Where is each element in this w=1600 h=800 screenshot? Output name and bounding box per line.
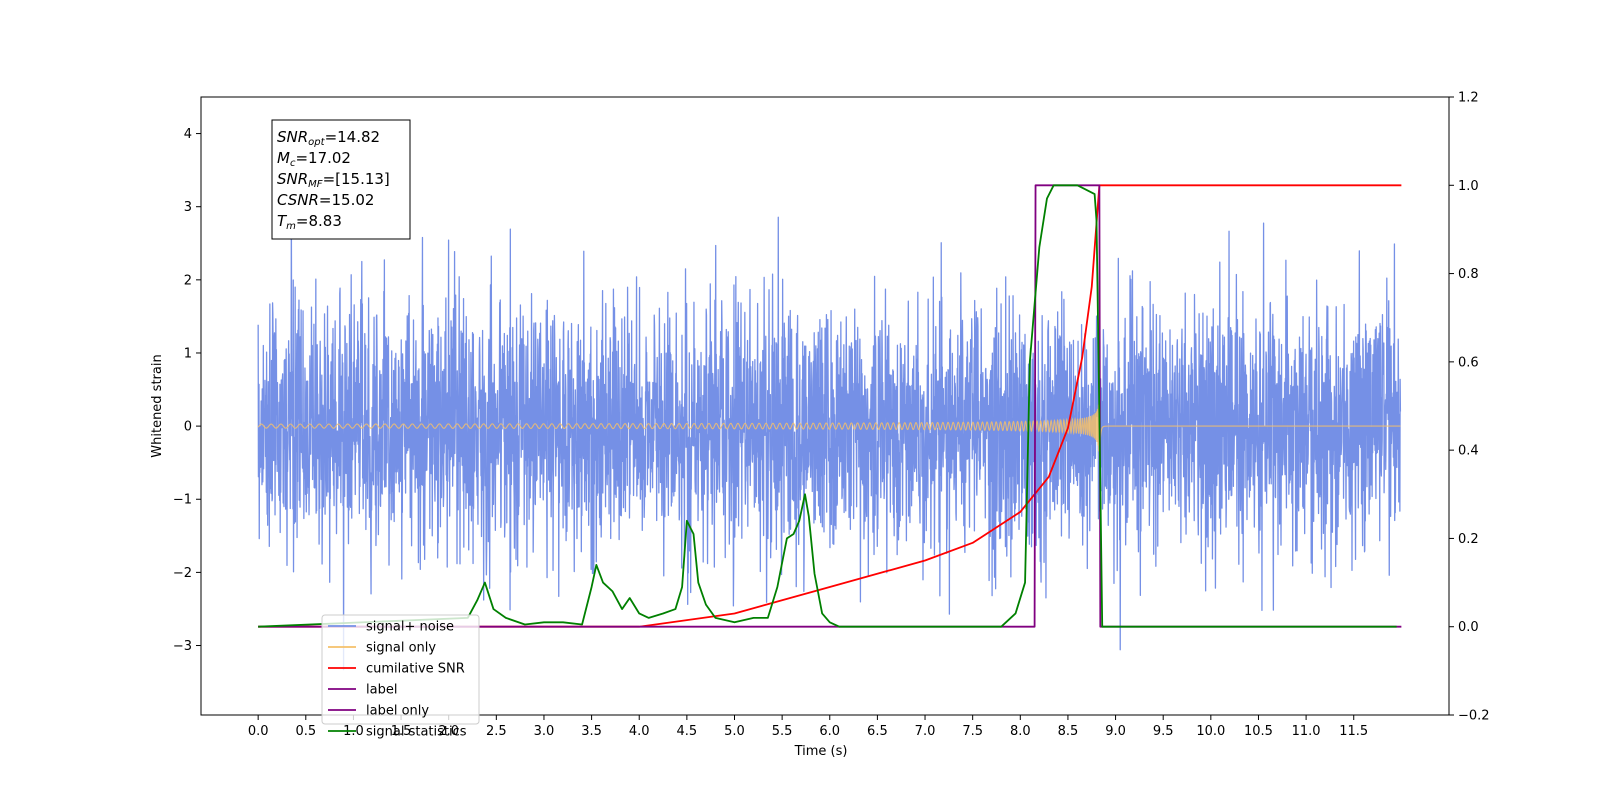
plot-frame (200, 96, 1450, 716)
x-tick-label: 3.5 (581, 724, 602, 739)
y-tick-label: −1 (173, 493, 192, 508)
annotation-box: SNRopt=14.82Mc=17.02SNRMF=[15.13]CSNR=15… (271, 119, 411, 240)
y-tick-label: 3 (184, 200, 192, 215)
x-tick-label: 7.5 (962, 724, 983, 739)
x-tick-label: 10.0 (1196, 724, 1225, 739)
legend-label: signal statistics (366, 725, 467, 740)
x-tick-label: 5.0 (724, 724, 745, 739)
x-tick-label: 9.0 (1105, 724, 1126, 739)
x-tick-label: 11.0 (1292, 724, 1321, 739)
x-tick-label: 2.5 (486, 724, 507, 739)
legend: signal+ noise signal only cumilative SNR la… (321, 614, 480, 740)
legend-label: label (366, 683, 397, 698)
y-axis-label: Whitened strain (150, 354, 165, 457)
annotation-line: SNRMF=[15.13] (277, 170, 390, 190)
legend-label: cumilative SNR (366, 662, 465, 677)
y2-tick-label: 0.6 (1458, 355, 1479, 370)
y2-tick-label: −0.2 (1458, 709, 1490, 724)
y-tick-label: 4 (184, 127, 192, 142)
x-tick-label: 6.5 (867, 724, 888, 739)
x-tick-label: 4.0 (629, 724, 650, 739)
x-tick-label: 0.0 (248, 724, 269, 739)
y2-tick-label: 0.8 (1458, 267, 1479, 282)
x-tick-label: 7.0 (915, 724, 936, 739)
y-axis-left: 4 3 2 1 0 −1 −2 −3 (173, 127, 201, 654)
y-axis-right: 1.2 1.0 0.8 0.6 0.4 0.2 0.0 −0.2 (1449, 91, 1490, 724)
y-tick-label: 0 (184, 420, 192, 435)
y2-tick-label: 0.2 (1458, 532, 1479, 547)
y2-tick-label: 1.0 (1458, 179, 1479, 194)
series-signal-noise-line (257, 205, 1402, 671)
x-tick-label: 6.0 (819, 724, 840, 739)
x-tick-label: 8.5 (1058, 724, 1079, 739)
annotation-line: SNRopt=14.82 (277, 128, 380, 148)
legend-label: signal only (366, 641, 436, 656)
y2-tick-label: 0.0 (1458, 620, 1479, 635)
annotation-frame (271, 119, 411, 240)
series-signal-statistics-line (258, 184, 1397, 628)
y-tick-label: −2 (173, 566, 192, 581)
annotation-line: CSNR=15.02 (277, 191, 374, 209)
x-tick-label: 8.0 (1010, 724, 1031, 739)
x-axis: 0.0 0.5 1.0 1.5 2.0 2.5 3.0 3.5 4.0 4.5 5.0 5.5 6.0 6… (248, 715, 1368, 739)
y-tick-label: −3 (173, 639, 192, 654)
legend-label: signal+ noise (366, 620, 454, 635)
series-signal-only-line (257, 394, 1401, 462)
legend-frame (321, 614, 480, 725)
x-tick-label: 4.5 (677, 724, 698, 739)
series-cumilative-snr-line (258, 184, 1402, 628)
x-tick-label: 0.5 (295, 724, 316, 739)
x-tick-label: 10.5 (1244, 724, 1273, 739)
legend-label: label only (366, 704, 429, 719)
y2-tick-label: 0.4 (1458, 444, 1479, 459)
series-layer (257, 184, 1402, 671)
x-tick-label: 1.5 (391, 724, 412, 739)
annotation-line: Mc=17.02 (277, 149, 351, 169)
y2-tick-label: 1.2 (1458, 91, 1479, 106)
x-tick-label: 5.5 (772, 724, 793, 739)
x-tick-label: 9.5 (1153, 724, 1174, 739)
x-tick-label: 2.0 (438, 724, 459, 739)
x-tick-label: 3.0 (534, 724, 555, 739)
y-tick-label: 1 (184, 346, 192, 361)
annotation-line: Tm=8.83 (277, 212, 342, 232)
x-tick-label: 11.5 (1339, 724, 1368, 739)
x-axis-label: Time (s) (794, 744, 848, 759)
y-tick-label: 2 (184, 273, 192, 288)
